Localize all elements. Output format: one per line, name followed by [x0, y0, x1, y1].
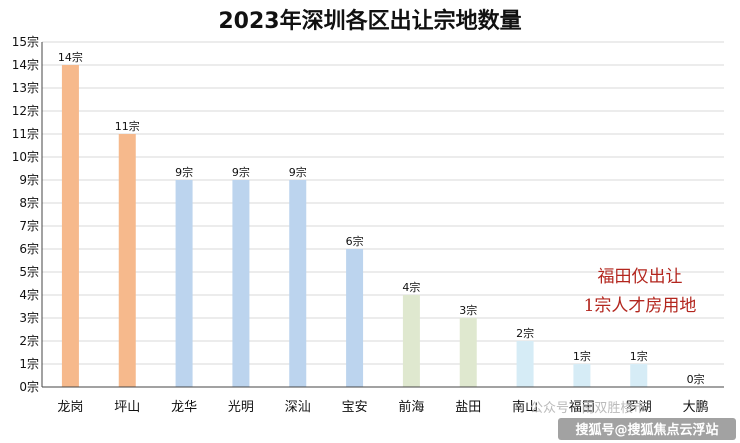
y-tick-label: 8宗: [19, 195, 39, 210]
category-label: 福田: [569, 400, 595, 415]
data-label: 4宗: [402, 280, 420, 294]
y-tick-label: 4宗: [19, 287, 39, 302]
data-label: 9宗: [175, 165, 193, 179]
category-labels: 龙岗 坪山 龙华 光明 深汕 宝安 前海 盐田 南山 福田 罗湖 大鹏: [57, 399, 708, 415]
y-tick-label: 15宗: [12, 34, 39, 49]
y-tick-label: 10宗: [12, 149, 39, 164]
category-label: 光明: [228, 400, 254, 415]
category-label: 盐田: [455, 400, 481, 415]
data-label: 14宗: [58, 50, 83, 64]
y-tick-label: 6宗: [19, 241, 39, 256]
bar: [630, 364, 648, 387]
data-label: 2宗: [516, 326, 534, 340]
bar: [459, 318, 477, 387]
y-tick-label: 3宗: [19, 310, 39, 325]
grid-lines: [42, 41, 724, 365]
category-label: 大鹏: [683, 400, 709, 415]
watermark-background: [558, 418, 736, 440]
bar: [402, 295, 420, 387]
watermark-line-1: 公众号 · 南双胜楼市: [530, 400, 646, 416]
chart-title: 2023年深圳各区出让宗地数量: [218, 8, 521, 34]
axes: [41, 42, 724, 388]
y-tick-label: 0宗: [19, 379, 39, 394]
data-labels: 14宗 11宗 9宗 9宗 9宗 6宗 4宗 3宗 2宗 1宗 1宗 0宗: [58, 50, 705, 386]
annotation-line-2: 1宗人才房用地: [584, 296, 697, 316]
y-tick-label: 1宗: [19, 356, 39, 371]
bar: [175, 180, 193, 387]
data-label: 1宗: [573, 349, 591, 363]
bar: [232, 180, 250, 387]
annotation-line-1: 福田仅出让: [598, 267, 683, 287]
bar: [573, 364, 591, 387]
data-label: 0宗: [687, 372, 705, 386]
y-tick-label: 12宗: [12, 103, 39, 118]
category-label: 南山: [512, 399, 538, 415]
y-tick-label: 2宗: [19, 333, 39, 348]
bar: [289, 180, 307, 387]
category-label: 龙岗: [57, 400, 83, 415]
y-tick-label: 5宗: [19, 264, 39, 279]
annotation: 福田仅出让 1宗人才房用地: [584, 267, 697, 316]
category-label: 前海: [398, 399, 424, 415]
y-axis-ticks: 0宗 1宗 2宗 3宗 4宗 5宗 6宗 7宗 8宗 9宗 10宗 11宗 12宗 13宗 14宗 15宗: [12, 34, 39, 394]
data-label: 1宗: [630, 349, 648, 363]
bar: [61, 65, 79, 387]
y-tick-label: 9宗: [19, 172, 39, 187]
data-label: 11宗: [115, 119, 140, 133]
category-label: 宝安: [342, 400, 368, 415]
data-label: 6宗: [346, 234, 364, 248]
bar: [118, 134, 136, 387]
data-label: 3宗: [459, 303, 477, 317]
watermark-line-2: 搜狐号@搜狐焦点云浮站: [575, 422, 718, 438]
bar: [346, 249, 364, 387]
bars: [61, 65, 648, 387]
y-tick-label: 13宗: [12, 80, 39, 95]
y-tick-label: 11宗: [12, 126, 39, 141]
data-label: 9宗: [289, 165, 307, 179]
y-tick-label: 14宗: [12, 57, 39, 72]
bar: [516, 341, 534, 387]
category-label: 深汕: [285, 400, 311, 415]
category-label: 龙华: [171, 400, 197, 415]
y-tick-label: 7宗: [19, 218, 39, 233]
category-label: 坪山: [114, 400, 140, 415]
category-label: 罗湖: [626, 400, 652, 415]
watermark: 公众号 · 南双胜楼市 搜狐号@搜狐焦点云浮站: [530, 400, 736, 440]
data-label: 9宗: [232, 165, 250, 179]
